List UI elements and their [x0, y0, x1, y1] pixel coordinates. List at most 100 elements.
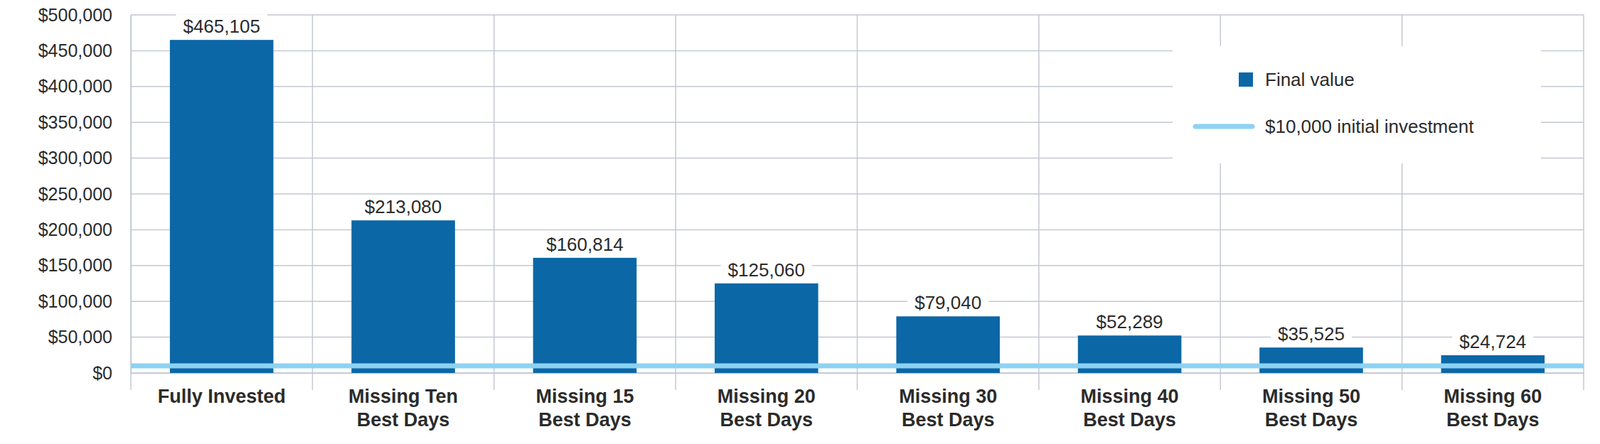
x-tick: Missing 20Best Days	[717, 373, 816, 431]
y-tick-label: $250,000	[38, 184, 113, 205]
bar	[169, 39, 274, 374]
y-tick-label: $500,000	[38, 4, 113, 25]
y-tick: $350,000	[38, 112, 131, 133]
data-label: $52,289	[1096, 311, 1164, 333]
y-tick-label: $450,000	[38, 40, 113, 61]
x-tick-label-line: Missing 60	[1443, 386, 1542, 408]
data-label: $160,814	[546, 233, 623, 256]
legend: Final value $10,000 initial investment	[1172, 46, 1541, 164]
y-tick: $300,000	[38, 147, 131, 168]
x-tick: Fully Invested	[157, 373, 286, 408]
data-label: $79,040	[914, 292, 982, 314]
y-tick: $500,000	[38, 4, 131, 25]
data-label-bg	[1452, 329, 1534, 355]
data-label-bg	[907, 290, 989, 316]
x-tick: Missing 50Best Days	[1262, 373, 1361, 431]
legend-label: $10,000 initial investment	[1265, 115, 1475, 138]
legend-label: Final value	[1265, 68, 1355, 91]
y-tick-label: $0	[92, 363, 113, 384]
x-tick-label: Missing 15Best Days	[535, 386, 634, 431]
data-label-bg	[721, 258, 813, 283]
x-tick-label: Missing 50Best Days	[1262, 386, 1361, 431]
x-tick-label: Missing 30Best Days	[898, 386, 997, 431]
data-label-bg	[175, 14, 267, 39]
y-tick: $0	[92, 363, 131, 384]
bar	[1259, 347, 1364, 374]
x-tick-label-line: Fully Invested	[157, 386, 286, 408]
x-tick: Missing 15Best Days	[535, 373, 634, 431]
x-tick-label: Missing 40Best Days	[1080, 386, 1180, 431]
y-axis-line	[130, 15, 133, 375]
band-separator	[1038, 14, 1040, 391]
x-tick: Missing 40Best Days	[1080, 373, 1180, 431]
y-tick-label: $200,000	[38, 219, 113, 240]
band-separator	[1582, 14, 1585, 391]
bar-series	[169, 39, 1545, 374]
band-separator	[130, 14, 132, 391]
data-label-group: $79,040	[907, 290, 989, 316]
bar	[533, 258, 638, 374]
band-separator	[493, 14, 495, 391]
legend-swatch	[1238, 72, 1253, 87]
x-tick-label-line: Best Days	[538, 409, 632, 431]
x-axis: Fully InvestedMissing TenBest DaysMissin…	[131, 373, 1585, 431]
x-tick-label-line: Best Days	[1446, 409, 1540, 431]
data-label: $465,105	[182, 15, 260, 37]
x-tick-label: Missing 20Best Days	[717, 386, 816, 431]
data-label: $35,525	[1277, 323, 1345, 345]
y-axis: $0 $50,000 $100,000 $150,000 $200,000 $250,00…	[38, 4, 132, 384]
x-tick-label: Fully Invested	[157, 386, 286, 408]
legend-swatch	[1195, 124, 1253, 130]
data-label-group: $52,289	[1089, 310, 1171, 335]
y-tick-label: $350,000	[38, 112, 113, 133]
y-tick-label: $400,000	[38, 76, 113, 96]
data-label-bg	[539, 232, 631, 257]
x-tick-label-line: Missing 15	[535, 386, 634, 408]
band-separator	[856, 14, 859, 391]
data-label-bg	[357, 194, 449, 220]
data-label-bg	[1270, 322, 1352, 347]
data-label-group: $465,105	[175, 14, 267, 39]
data-label-group: $213,080	[357, 194, 449, 220]
y-tick-label: $300,000	[38, 147, 113, 168]
data-label-group: $125,060	[721, 258, 813, 283]
x-tick-label-line: Missing 20	[717, 386, 816, 408]
x-tick-label-line: Missing 50	[1262, 386, 1361, 408]
data-label-bg	[1089, 310, 1171, 335]
y-tick-label: $50,000	[48, 327, 113, 348]
bar	[714, 283, 819, 374]
x-tick: Missing 30Best Days	[898, 373, 997, 431]
band-separator	[312, 14, 314, 391]
x-axis-line	[131, 373, 1585, 375]
data-label-group: $35,525	[1270, 322, 1352, 347]
data-label: $213,080	[364, 196, 442, 218]
x-tick-label: Missing 60Best Days	[1443, 386, 1542, 431]
plot: $0 $50,000 $100,000 $150,000 $200,000 $250,00…	[38, 4, 1585, 432]
x-tick-label-line: Best Days	[720, 409, 814, 431]
x-tick-label-line: Best Days	[1083, 409, 1177, 431]
x-tick: Missing 60Best Days	[1443, 373, 1542, 431]
data-label-group: $24,724	[1452, 329, 1534, 355]
x-tick-label-line: Missing 30	[898, 386, 997, 408]
data-label: $125,060	[728, 259, 805, 281]
data-label-group: $160,814	[539, 232, 631, 257]
data-label: $24,724	[1459, 331, 1527, 353]
y-tick: $150,000	[38, 255, 131, 276]
y-tick-label: $100,000	[38, 291, 113, 312]
y-tick: $100,000	[38, 291, 131, 312]
x-tick-label-line: Missing Ten	[348, 386, 458, 408]
x-grid	[130, 14, 1584, 391]
chart: $0 $50,000 $100,000 $150,000 $200,000 $250,00…	[0, 0, 1600, 444]
x-tick-label-line: Best Days	[901, 409, 995, 431]
reference-line	[130, 363, 1584, 369]
x-tick-label-line: Missing 40	[1080, 386, 1180, 408]
x-tick: Missing TenBest Days	[348, 373, 458, 431]
y-tick: $200,000	[38, 219, 131, 240]
bar	[351, 220, 456, 374]
marks	[130, 39, 1584, 374]
y-tick: $400,000	[38, 76, 131, 96]
x-tick-label-line: Best Days	[1265, 409, 1359, 431]
legend-bg	[1172, 46, 1541, 164]
y-tick: $250,000	[38, 184, 131, 205]
y-tick: $450,000	[38, 40, 131, 61]
